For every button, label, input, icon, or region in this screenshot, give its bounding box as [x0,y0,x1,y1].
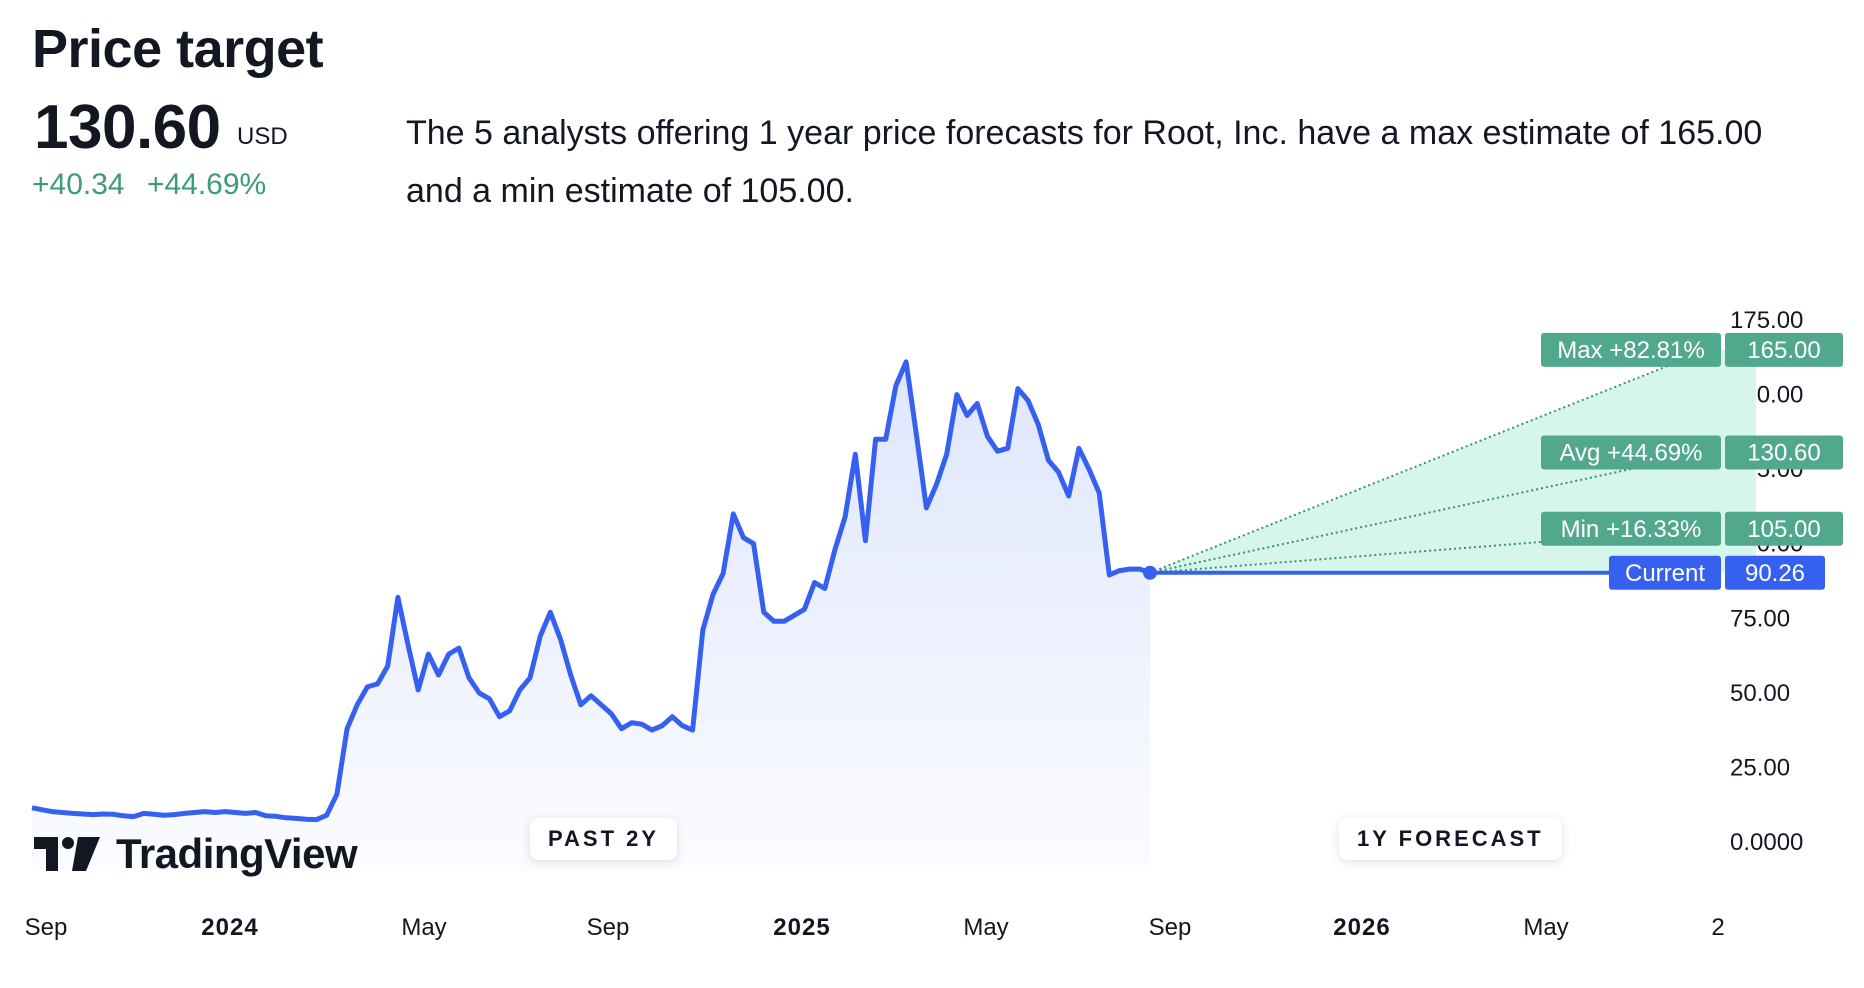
history-area [32,361,1150,870]
current-label: Current [1625,560,1705,587]
min-label: Min +16.33% [1561,516,1702,543]
tradingview-logo[interactable]: TradingView [34,830,358,878]
change-percent: +44.69% [146,168,267,201]
avg-label: Avg +44.69% [1559,439,1702,466]
tradingview-logo-icon [34,837,100,871]
change-absolute: +40.34 [32,168,125,201]
max-label: Max +82.81% [1557,337,1704,364]
x-tick-label: 2 [1711,914,1724,941]
avg-value-bg [1725,435,1843,470]
currency-label: USD [237,123,288,150]
x-tick-label: Sep [587,914,630,941]
y-tick-label: 50.00 [1730,680,1790,707]
current-label-bg [1609,555,1721,590]
x-tick-label: May [401,914,446,941]
y-tick-label: 175.00 [1730,307,1803,334]
price-change: +40.34 +44.69% [32,168,280,202]
price-target-value: 130.60 [34,93,221,162]
x-tick-label: 2025 [773,914,830,941]
forecast-line [1149,348,1709,574]
forecast-labels: Max +82.81% 165.00 Avg +44.69% 130.60 Min +1… [1541,332,1843,590]
avg-value: 130.60 [1747,439,1820,466]
max-value-bg [1725,332,1843,367]
y-tick-label: 75.00 [1730,605,1790,632]
x-tick-label: Sep [1149,914,1192,941]
history-line [31,359,1151,823]
x-tick-label: 2026 [1333,914,1390,941]
min-label-bg [1541,511,1721,546]
x-tick-label: 2024 [201,914,258,941]
avg-label-bg [1541,435,1721,470]
x-axis: Sep 2024 May Sep 2025 May Sep 2026 May 2 [25,914,1725,941]
min-value-bg [1725,511,1843,546]
forecast-line [1149,451,1709,574]
tradingview-logo-text: TradingView [116,830,358,877]
max-value: 165.00 [1747,337,1820,364]
past-2y-pill[interactable]: PAST 2Y [530,818,678,860]
x-tick-label: Sep [25,914,68,941]
current-value: 90.26 [1745,560,1805,587]
price-history [31,359,1151,870]
current-value-bg [1725,555,1825,590]
x-tick-label: May [1523,914,1568,941]
min-value: 105.00 [1747,516,1820,543]
page-title: Price target [32,19,324,79]
max-label-bg [1541,332,1721,367]
y-tick-label: 25.00 [1730,754,1790,781]
analyst-description: The 5 analysts offering 1 year price for… [406,114,1763,210]
1y-forecast-pill[interactable]: 1Y FORECAST [1339,818,1562,860]
x-tick-label: May [963,914,1008,941]
y-tick-label: 0.0000 [1730,829,1803,856]
